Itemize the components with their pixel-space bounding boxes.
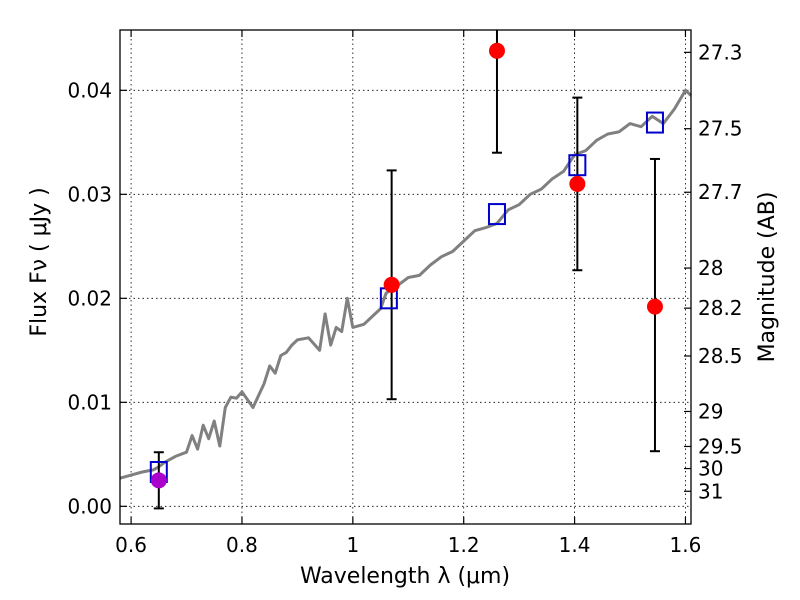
x-tick-label: 0.8 <box>226 533 258 557</box>
y-tick-label: 0.01 <box>67 390 112 414</box>
synthetic-point <box>568 154 587 177</box>
x-tick-label: 1.4 <box>559 533 591 557</box>
x-tick-label: 1 <box>346 533 359 557</box>
tick-label-layer: 0.6 0.8 1 1.2 1.4 1.6 0.00 0.01 0.02 0.03 0.04 27.3… <box>67 40 742 557</box>
y2-tick-label: 30 <box>698 457 723 481</box>
y2-tick-label: 29.5 <box>698 434 743 458</box>
y2-tick-label: 28 <box>698 256 723 280</box>
tick-layer <box>120 30 691 524</box>
y2-tick-label: 27.3 <box>698 40 743 64</box>
y2-tick-label: 29 <box>698 399 723 423</box>
y2-tick-label: 27.7 <box>698 180 743 204</box>
plot-frame <box>119 29 692 525</box>
x-tick-label: 0.6 <box>115 533 147 557</box>
synthetic-photometry-layer <box>149 111 664 483</box>
model-spectrum-line <box>119 88 693 480</box>
y2-tick-label: 28.5 <box>698 344 743 368</box>
x-tick-label: 1.6 <box>670 533 702 557</box>
observed-point <box>646 298 663 315</box>
y-axis-label: Flux Fν ( μJy ) <box>27 187 52 336</box>
y2-tick-label: 27.5 <box>698 117 743 141</box>
y-tick-label: 0.03 <box>67 182 112 206</box>
synthetic-point <box>645 111 664 134</box>
synthetic-point <box>487 203 506 226</box>
y-tick-label: 0.04 <box>67 78 112 102</box>
y2-tick-label: 31 <box>698 479 723 503</box>
y-tick-label: 0.00 <box>67 494 112 518</box>
y2-tick-label: 28.2 <box>698 296 743 320</box>
y-tick-label: 0.02 <box>67 286 112 310</box>
observed-point <box>488 42 505 59</box>
model-spectrum-layer <box>119 88 693 480</box>
x-axis-label: Wavelength λ (μm) <box>300 564 510 589</box>
observed-photometry-layer <box>150 42 663 489</box>
y2-axis-label: Magnitude (AB) <box>755 192 780 363</box>
observed-point <box>383 276 400 293</box>
error-bars-layer <box>153 30 660 510</box>
observed-point <box>150 472 167 489</box>
grid-layer <box>120 30 691 524</box>
x-tick-label: 1.2 <box>448 533 480 557</box>
observed-point <box>569 175 586 192</box>
